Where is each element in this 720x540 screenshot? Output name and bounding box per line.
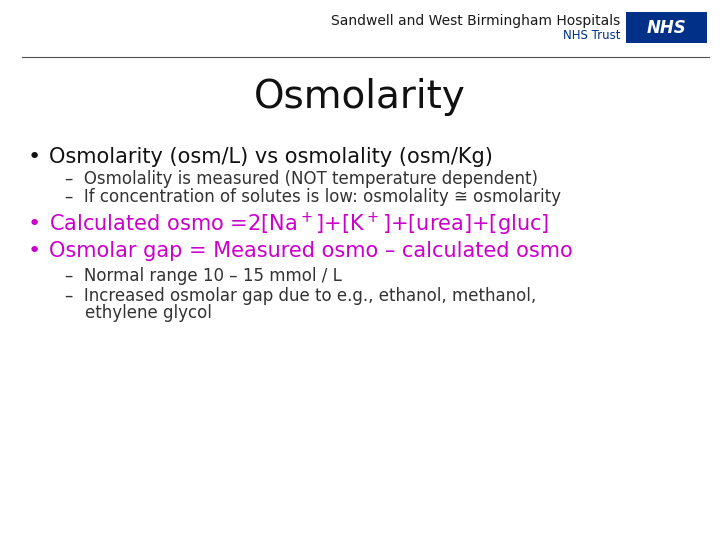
Text: •: • bbox=[27, 146, 40, 167]
Text: NHS: NHS bbox=[647, 18, 687, 37]
Text: Osmolarity: Osmolarity bbox=[254, 78, 466, 116]
Text: ethylene glycol: ethylene glycol bbox=[85, 304, 212, 322]
Text: Sandwell and West Birmingham Hospitals: Sandwell and West Birmingham Hospitals bbox=[331, 14, 621, 28]
Text: –  If concentration of solutes is low: osmolality ≅ osmolarity: – If concentration of solutes is low: os… bbox=[65, 187, 561, 206]
Text: –  Osmolality is measured (NOT temperature dependent): – Osmolality is measured (NOT temperatur… bbox=[65, 170, 538, 188]
Text: Osmolarity (osm/L) vs osmolality (osm/Kg): Osmolarity (osm/L) vs osmolality (osm/Kg… bbox=[49, 146, 492, 167]
Text: NHS Trust: NHS Trust bbox=[563, 29, 621, 42]
Text: –  Normal range 10 – 15 mmol / L: – Normal range 10 – 15 mmol / L bbox=[65, 267, 342, 286]
Text: Calculated osmo =2[Na$^+$]+[K$^+$]+[urea]+[gluc]: Calculated osmo =2[Na$^+$]+[K$^+$]+[urea… bbox=[49, 211, 549, 238]
Text: Osmolar gap = Measured osmo – calculated osmo: Osmolar gap = Measured osmo – calculated… bbox=[49, 241, 572, 261]
Text: •: • bbox=[27, 241, 40, 261]
Text: •: • bbox=[27, 214, 40, 234]
Text: –  Increased osmolar gap due to e.g., ethanol, methanol,: – Increased osmolar gap due to e.g., eth… bbox=[65, 287, 536, 305]
